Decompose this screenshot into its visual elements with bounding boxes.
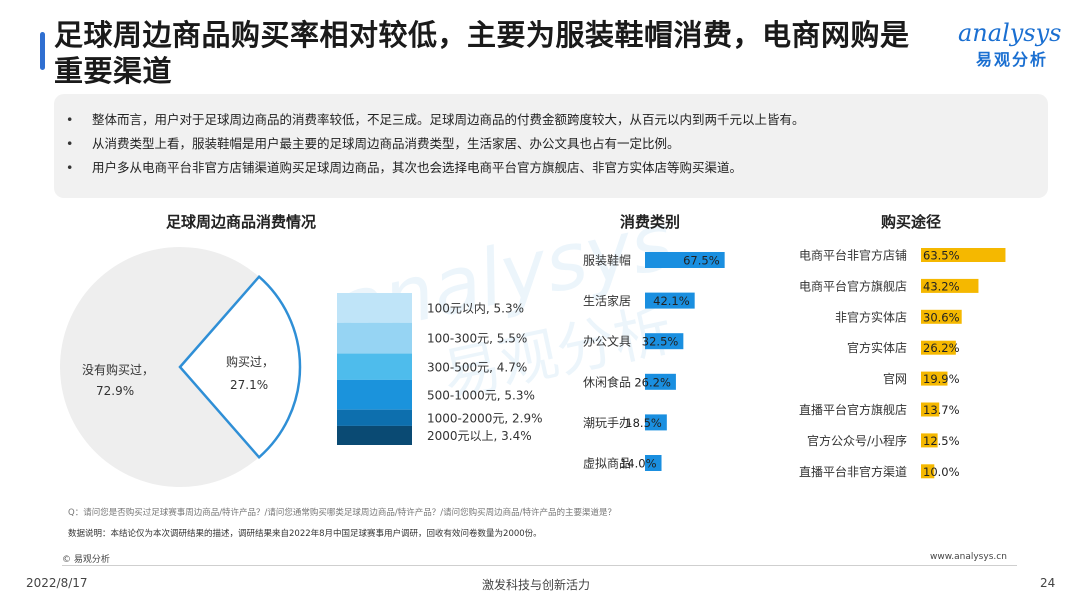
channel-value: 30.6% [923, 310, 960, 324]
breakdown-label: 300-500元, 4.7% [427, 360, 527, 374]
channel-value: 10.0% [923, 465, 960, 479]
pie-value-not-purchased: 72.9% [96, 384, 134, 398]
breakdown-label: 1000-2000元, 2.9% [427, 411, 543, 425]
category-value: 26.2% [634, 375, 671, 389]
channel-label: 官网 [883, 371, 907, 386]
channel-value: 26.2% [923, 341, 960, 355]
channel-label: 电商平台官方旗舰店 [799, 278, 907, 293]
channel-bar [921, 248, 1006, 262]
footer-slogan: 激发科技与创新活力 [482, 578, 591, 592]
breakdown-label: 100元以内, 5.3% [427, 301, 524, 315]
summary-point: 用户多从电商平台非官方店铺渠道购买足球周边商品，其次也会选择电商平台官方旗舰店、… [54, 156, 1048, 180]
footer-divider [62, 565, 1017, 566]
channel-value: 13.7% [923, 403, 960, 417]
pie-label-purchased: 购买过， [226, 354, 274, 369]
category-value: 14.0% [620, 457, 657, 471]
website-text: www.analysys.cn [930, 552, 1007, 562]
channel-label: 官方公众号/小程序 [807, 433, 907, 448]
channel-bar [921, 340, 956, 355]
pie-value-purchased: 27.1% [230, 378, 268, 392]
channel-bar [921, 402, 940, 417]
summary-box: 整体而言，用户对于足球周边商品的消费率较低，不足三成。足球周边商品的付费金额跨度… [54, 94, 1048, 198]
pie-label-not-purchased: 没有购买过， [82, 362, 154, 377]
breakdown-segment [337, 353, 412, 380]
page-number: 24 [1040, 576, 1056, 590]
channel-bar [921, 371, 948, 386]
summary-point: 整体而言，用户对于足球周边商品的消费率较低，不足三成。足球周边商品的付费金额跨度… [54, 108, 1048, 132]
breakdown-segment [337, 379, 412, 410]
channel-value: 63.5% [923, 249, 960, 263]
channel-label: 非官方实体店 [835, 309, 907, 324]
channel-value: 43.2% [923, 279, 960, 293]
category-value: 32.5% [642, 335, 679, 349]
channel-value: 19.9% [923, 372, 960, 386]
category-label: 生活家居 [583, 293, 631, 308]
logo-text-cn: 易观分析 [976, 50, 1049, 69]
breakdown-label: 2000元以上, 3.4% [427, 429, 532, 443]
title-accent-bar [40, 32, 45, 70]
category-label: 办公文具 [583, 334, 631, 349]
copyright-text: © 易观分析 [62, 555, 110, 565]
survey-question-note: Q：请问您是否购买过足球赛事周边商品/特许产品？/请问您通常购买哪类足球周边商品… [68, 508, 617, 518]
breakdown-segment [337, 322, 412, 354]
category-bar [645, 414, 667, 431]
channel-label: 电商平台非官方店铺 [799, 248, 907, 263]
channel-label: 官方实体店 [847, 340, 907, 355]
channel-bar [921, 278, 979, 293]
category-bar [645, 333, 684, 350]
channel-label: 直播平台官方旗舰店 [799, 402, 907, 417]
category-chart-title: 消费类别 [620, 213, 681, 231]
channel-value: 12.5% [923, 434, 960, 448]
category-value: 42.1% [653, 294, 690, 308]
category-value: 67.5% [683, 254, 720, 268]
brand-logo: analysys 易观分析 [958, 20, 1068, 70]
data-source-note: 数据说明：本结论仅为本次调研结果的描述，调研结果来自2022年8月中国足球赛事用… [68, 529, 542, 539]
pie-slice-purchased [178, 274, 302, 460]
breakdown-segment [337, 409, 412, 426]
category-label: 休闲食品 [583, 374, 631, 389]
category-label: 服装鞋帽 [583, 253, 631, 268]
channel-bar [921, 464, 935, 479]
category-bar [645, 252, 725, 268]
channel-chart-title: 购买途径 [881, 213, 942, 231]
summary-point: 从消费类型上看，服装鞋帽是用户最主要的足球周边商品消费类型，生活家居、办公文具也… [54, 132, 1048, 156]
channel-bar [921, 309, 962, 324]
category-value: 18.5% [625, 416, 662, 430]
pie-chart-title: 足球周边商品消费情况 [166, 213, 317, 231]
report-date: 2022/8/17 [26, 576, 88, 590]
category-bar [645, 455, 662, 471]
logo-text-en: analysys [958, 19, 1062, 47]
breakdown-label: 100-300元, 5.5% [427, 332, 527, 346]
category-label: 潮玩手办 [583, 415, 631, 430]
category-bar [645, 292, 695, 309]
pie-slice-not-purchased [60, 247, 260, 487]
category-label: 虚拟商品 [583, 456, 631, 471]
channel-label: 直播平台非官方渠道 [799, 464, 907, 479]
breakdown-segment [337, 293, 412, 323]
page-title: 足球周边商品购买率相对较低，主要为服装鞋帽消费，电商网购是重要渠道 [54, 18, 910, 88]
breakdown-label: 500-1000元, 5.3% [427, 388, 535, 402]
category-bar [645, 373, 676, 390]
channel-bar [921, 433, 938, 448]
breakdown-segment [337, 425, 412, 445]
